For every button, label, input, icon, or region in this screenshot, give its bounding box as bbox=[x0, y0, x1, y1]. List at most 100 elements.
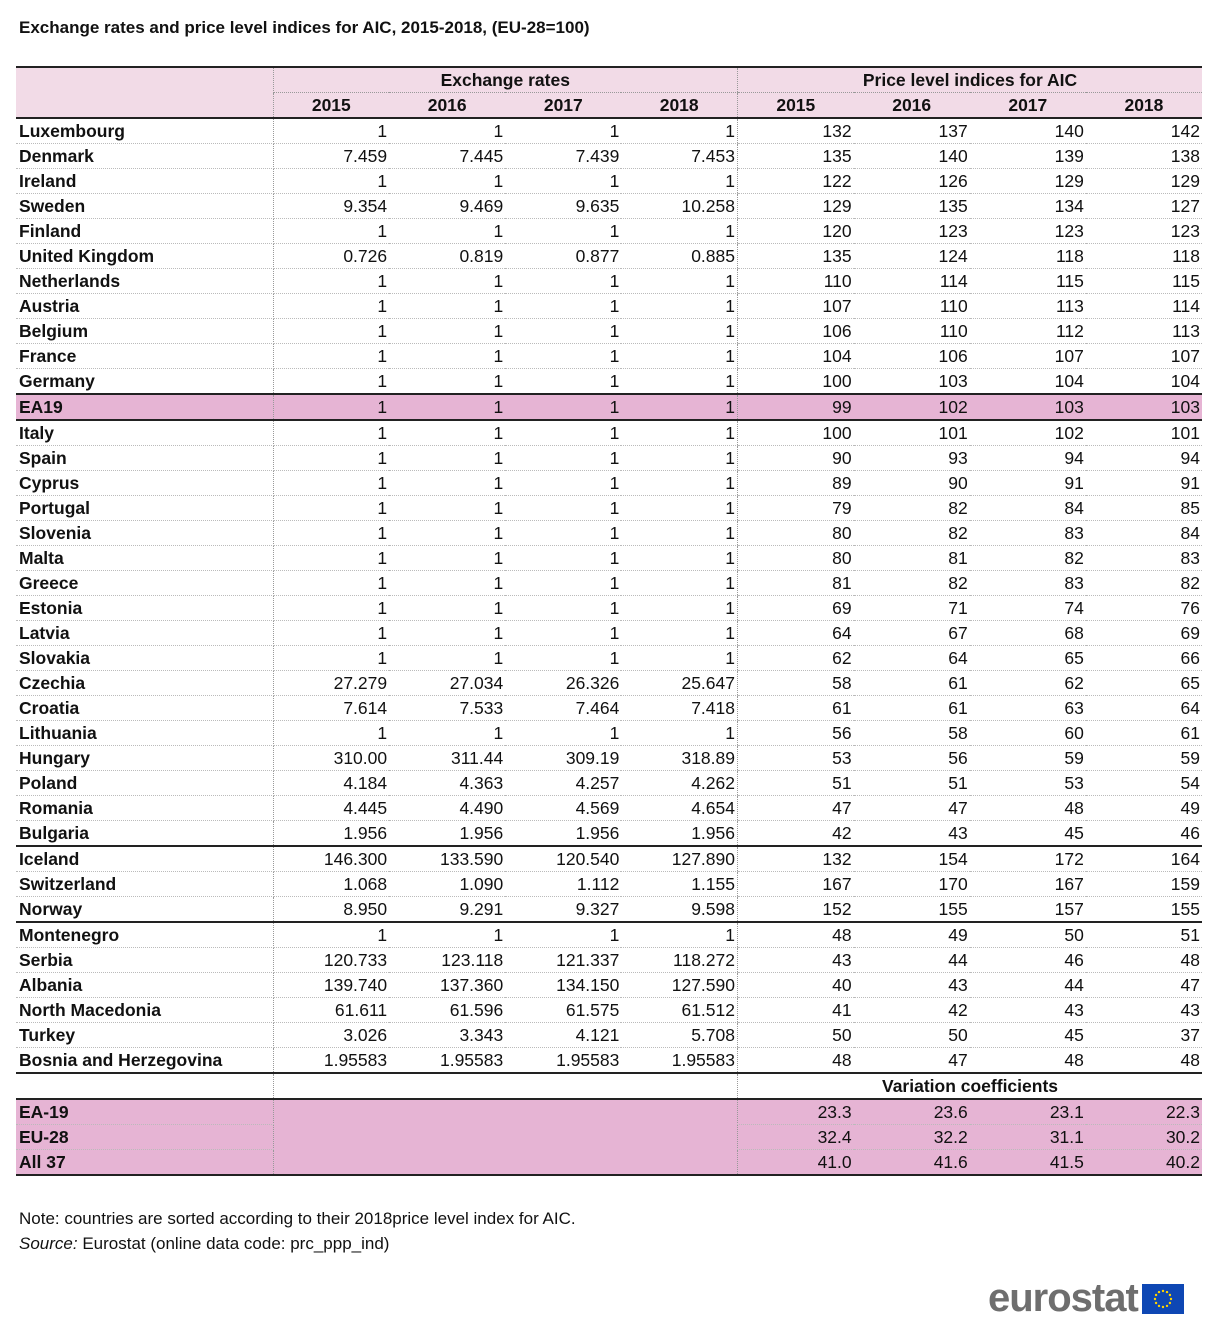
cell-value: 61 bbox=[853, 670, 970, 696]
row-label: Czechia bbox=[16, 670, 274, 696]
cell-value: 53 bbox=[736, 745, 854, 771]
cell-value: 7.445 bbox=[389, 143, 506, 169]
cell-value: 43 bbox=[1085, 997, 1202, 1023]
cell-value: 1 bbox=[273, 520, 390, 546]
cell-value: 102 bbox=[853, 394, 970, 421]
cell-value: 172 bbox=[969, 846, 1086, 872]
table-row: EA19 1 1 1 1 99 102 103 103 bbox=[16, 394, 1202, 421]
cell-value: 61.575 bbox=[505, 997, 622, 1023]
cell-value: 114 bbox=[1085, 293, 1202, 319]
cell-value: 102 bbox=[969, 420, 1086, 446]
cell-value: 93 bbox=[853, 445, 970, 471]
cell-value: 1 bbox=[389, 645, 506, 671]
cell-value: 1 bbox=[389, 343, 506, 369]
cell-value: 37 bbox=[1085, 1022, 1202, 1048]
row-label: Italy bbox=[16, 420, 274, 446]
row-label: Belgium bbox=[16, 318, 274, 344]
cell-value: 56 bbox=[736, 720, 854, 746]
cell-value: 1 bbox=[273, 922, 390, 948]
cell-value: 142 bbox=[1085, 118, 1202, 144]
cell-value: 82 bbox=[853, 570, 970, 596]
group-header-pli: Price level indices for AIC bbox=[737, 66, 1202, 93]
cell-value: 64 bbox=[1085, 695, 1202, 721]
row-label: Luxembourg bbox=[16, 118, 274, 144]
cell-value: 139 bbox=[969, 143, 1086, 169]
table-row: Albania 139.740 137.360 134.150 127.590 40 43 4… bbox=[16, 972, 1202, 998]
star-icon bbox=[1157, 1304, 1161, 1307]
cell-value: 71 bbox=[853, 595, 970, 621]
cell-value: 107 bbox=[969, 343, 1086, 369]
cell-value: 51 bbox=[736, 770, 854, 796]
cell-value: 100 bbox=[736, 368, 854, 395]
cell-value: 122 bbox=[736, 168, 854, 194]
cell-value: 41 bbox=[736, 997, 854, 1023]
row-label: United Kingdom bbox=[16, 243, 274, 269]
cell-value: 1 bbox=[505, 420, 622, 446]
table-row: Spain 1 1 1 1 90 93 94 94 bbox=[16, 445, 1202, 471]
group-header-exchange: Exchange rates bbox=[273, 66, 738, 93]
cell-value: 1 bbox=[621, 420, 738, 446]
row-label: France bbox=[16, 343, 274, 369]
cell-value: 1 bbox=[621, 520, 738, 546]
table-row: Romania 4.445 4.490 4.569 4.654 47 47 48 49 bbox=[16, 795, 1202, 821]
cell-value: 1 bbox=[621, 318, 738, 344]
variation-row: All 37 41.0 41.6 41.5 40.2 bbox=[16, 1149, 1202, 1176]
cell-value: 1 bbox=[505, 495, 622, 521]
cell-value: 106 bbox=[736, 318, 854, 344]
cell-value: 110 bbox=[853, 318, 970, 344]
cell-value: 1 bbox=[273, 570, 390, 596]
cell-value: 4.445 bbox=[273, 795, 390, 821]
cell-value: 68 bbox=[969, 620, 1086, 646]
cell-value: 103 bbox=[1085, 394, 1202, 421]
cell-value: 113 bbox=[1085, 318, 1202, 344]
table-row: Portugal 1 1 1 1 79 82 84 85 bbox=[16, 495, 1202, 521]
table-row: Slovenia 1 1 1 1 80 82 83 84 bbox=[16, 520, 1202, 546]
cell-value: 9.354 bbox=[273, 193, 390, 219]
cell-value: 4.569 bbox=[505, 795, 622, 821]
table-row: Lithuania 1 1 1 1 56 58 60 61 bbox=[16, 720, 1202, 746]
cell-value: 44 bbox=[853, 947, 970, 973]
cell-value: 170 bbox=[853, 871, 970, 897]
row-label: Iceland bbox=[16, 846, 274, 872]
cell-value: 23.6 bbox=[853, 1099, 970, 1125]
cell-value: 69 bbox=[1085, 620, 1202, 646]
cell-value: 62 bbox=[969, 670, 1086, 696]
cell-value: 103 bbox=[853, 368, 970, 395]
star-icon bbox=[1169, 1297, 1173, 1300]
cell-value: 9.598 bbox=[621, 896, 738, 923]
cell-value: 9.469 bbox=[389, 193, 506, 219]
cell-value: 49 bbox=[1085, 795, 1202, 821]
cell-value: 106 bbox=[853, 343, 970, 369]
cell-value: 9.291 bbox=[389, 896, 506, 923]
year-header: 2015 bbox=[736, 92, 854, 119]
table-row: Bulgaria 1.956 1.956 1.956 1.956 42 43 45 46 bbox=[16, 820, 1202, 847]
row-label: EA-19 bbox=[16, 1099, 274, 1125]
cell-value: 81 bbox=[736, 570, 854, 596]
cell-value: 40 bbox=[736, 972, 854, 998]
row-label: Malta bbox=[16, 545, 274, 571]
cell-value: 0.819 bbox=[389, 243, 506, 269]
eurostat-logo: eurostat bbox=[988, 1276, 1184, 1321]
cell-value: 1 bbox=[273, 218, 390, 244]
table-row: Croatia 7.614 7.533 7.464 7.418 61 61 63 64 bbox=[16, 695, 1202, 721]
cell-value: 1 bbox=[621, 645, 738, 671]
cell-value: 1 bbox=[273, 470, 390, 496]
cell-value: 309.19 bbox=[505, 745, 622, 771]
cell-value: 1.068 bbox=[273, 871, 390, 897]
source-text: Eurostat (online data code: prc_ppp_ind) bbox=[77, 1234, 390, 1253]
cell-value: 61.611 bbox=[273, 997, 390, 1023]
cell-value: 82 bbox=[853, 520, 970, 546]
cell-value: 1 bbox=[505, 545, 622, 571]
variation-row: EU-28 32.4 32.2 31.1 30.2 bbox=[16, 1124, 1202, 1150]
cell-value: 61 bbox=[736, 695, 854, 721]
table-row: Netherlands 1 1 1 1 110 114 115 115 bbox=[16, 268, 1202, 294]
cell-value: 1 bbox=[273, 420, 390, 446]
cell-value: 123.118 bbox=[389, 947, 506, 973]
cell-value: 120.733 bbox=[273, 947, 390, 973]
cell-value: 110 bbox=[853, 293, 970, 319]
row-label: Lithuania bbox=[16, 720, 274, 746]
table-row: Iceland 146.300 133.590 120.540 127.890 132 15… bbox=[16, 846, 1202, 872]
table-row: Denmark 7.459 7.445 7.439 7.453 135 140 139 138 bbox=[16, 143, 1202, 169]
cell-value: 1 bbox=[389, 570, 506, 596]
cell-value: 104 bbox=[736, 343, 854, 369]
